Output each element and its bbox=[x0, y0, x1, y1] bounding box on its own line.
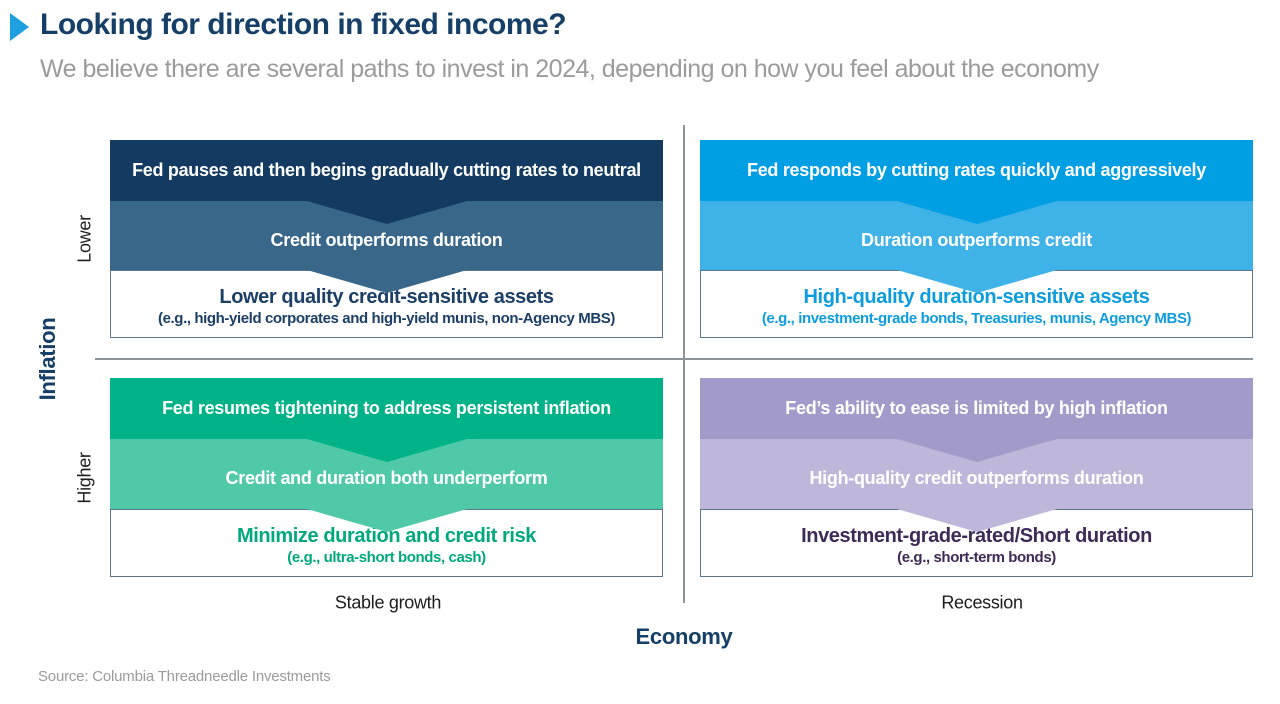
recommendation-title: Lower quality credit-sensitive assets bbox=[219, 285, 554, 308]
recommendation-title: Investment-grade-rated/Short duration bbox=[801, 524, 1152, 547]
fed-action-band: Fed’s ability to ease is limited by high… bbox=[700, 378, 1253, 462]
quadrant-higher-inflation-recession: Fed’s ability to ease is limited by high… bbox=[700, 378, 1253, 577]
recommendation-panel: Lower quality credit-sensitive assets (e… bbox=[110, 270, 663, 339]
y-axis-title: Inflation bbox=[35, 317, 60, 401]
quadrant-lower-inflation-stable-growth: Fed pauses and then begins gradually cut… bbox=[110, 140, 663, 339]
page-subtitle: We believe there are several paths to in… bbox=[40, 55, 1099, 83]
y-axis-tick-lower: Lower bbox=[74, 215, 95, 263]
fed-action-text: Fed resumes tightening to address persis… bbox=[162, 398, 611, 418]
x-axis-tick-stable-growth: Stable growth bbox=[334, 592, 442, 613]
matrix-horizontal-divider bbox=[95, 358, 1253, 360]
recommendation-examples: (e.g., short-term bonds) bbox=[897, 548, 1056, 566]
fed-action-text: Fed responds by cutting rates quickly an… bbox=[747, 159, 1206, 180]
x-axis-title: Economy bbox=[635, 624, 733, 649]
title-pointer-icon bbox=[10, 13, 29, 41]
recommendation-examples: (e.g., ultra-short bonds, cash) bbox=[287, 548, 486, 566]
matrix-vertical-divider bbox=[683, 125, 685, 603]
market-outcome-text: High-quality credit outperforms duration bbox=[809, 468, 1144, 488]
market-outcome-text: Credit outperforms duration bbox=[270, 229, 503, 250]
fed-action-band: Fed resumes tightening to address persis… bbox=[110, 378, 663, 462]
fed-action-band: Fed pauses and then begins gradually cut… bbox=[110, 140, 663, 224]
fed-action-text: Fed’s ability to ease is limited by high… bbox=[785, 398, 1168, 418]
recommendation-examples: (e.g., investment-grade bonds, Treasurie… bbox=[761, 309, 1192, 327]
quadrant-higher-inflation-stable-growth: Fed resumes tightening to address persis… bbox=[110, 378, 663, 577]
recommendation-title: High-quality duration-sensitive assets bbox=[803, 285, 1150, 308]
source-attribution: Source: Columbia Threadneedle Investment… bbox=[38, 668, 331, 685]
market-outcome-text: Credit and duration both underperform bbox=[225, 468, 548, 488]
y-axis-tick-higher: Higher bbox=[74, 452, 95, 504]
quadrant-lower-inflation-recession: Fed responds by cutting rates quickly an… bbox=[700, 140, 1253, 339]
fed-action-band: Fed responds by cutting rates quickly an… bbox=[700, 140, 1253, 224]
market-outcome-text: Duration outperforms credit bbox=[861, 229, 1092, 250]
market-outcome-band: Duration outperforms credit bbox=[700, 200, 1253, 293]
recommendation-examples: (e.g., high-yield corporates and high-yi… bbox=[158, 309, 615, 327]
fed-action-text: Fed pauses and then begins gradually cut… bbox=[132, 159, 641, 180]
page-title: Looking for direction in fixed income? bbox=[40, 8, 567, 41]
x-axis-tick-recession: Recession bbox=[941, 592, 1023, 613]
